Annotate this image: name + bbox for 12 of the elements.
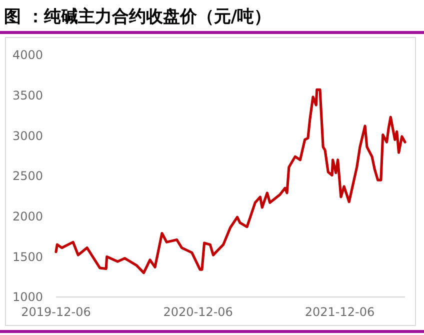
x-tick-label: 2019-12-06: [21, 305, 91, 319]
y-tick-label: 1000: [12, 290, 43, 304]
y-tick-label: 2500: [12, 169, 43, 184]
y-tick-label: 2000: [12, 210, 43, 224]
y-tick-label: 3500: [12, 88, 43, 103]
line-series: [54, 88, 406, 274]
y-tick-label: 3000: [12, 128, 43, 143]
y-tick-label: 4000: [12, 48, 43, 62]
x-tick-label: 2020-12-06: [163, 305, 233, 319]
x-tick-label: 2021-12-06: [304, 305, 375, 319]
chart-title: 图 ：纯碱主力合约收盘价（元/吨）: [4, 7, 272, 27]
y-tick-label: 1500: [12, 250, 43, 264]
